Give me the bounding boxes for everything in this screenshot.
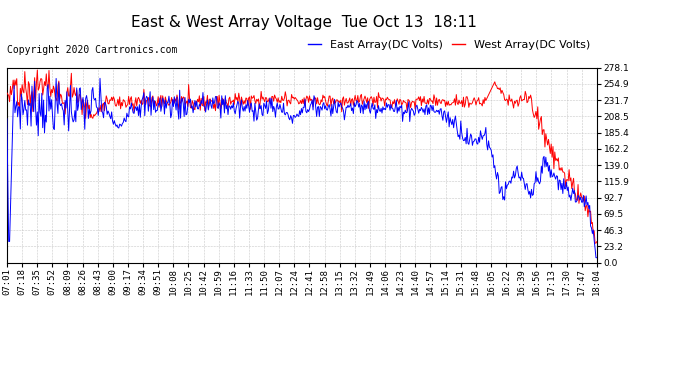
Legend: East Array(DC Volts), West Array(DC Volts): East Array(DC Volts), West Array(DC Volt… <box>304 36 595 54</box>
Text: Copyright 2020 Cartronics.com: Copyright 2020 Cartronics.com <box>7 45 177 55</box>
Text: East & West Array Voltage  Tue Oct 13  18:11: East & West Array Voltage Tue Oct 13 18:… <box>130 15 477 30</box>
